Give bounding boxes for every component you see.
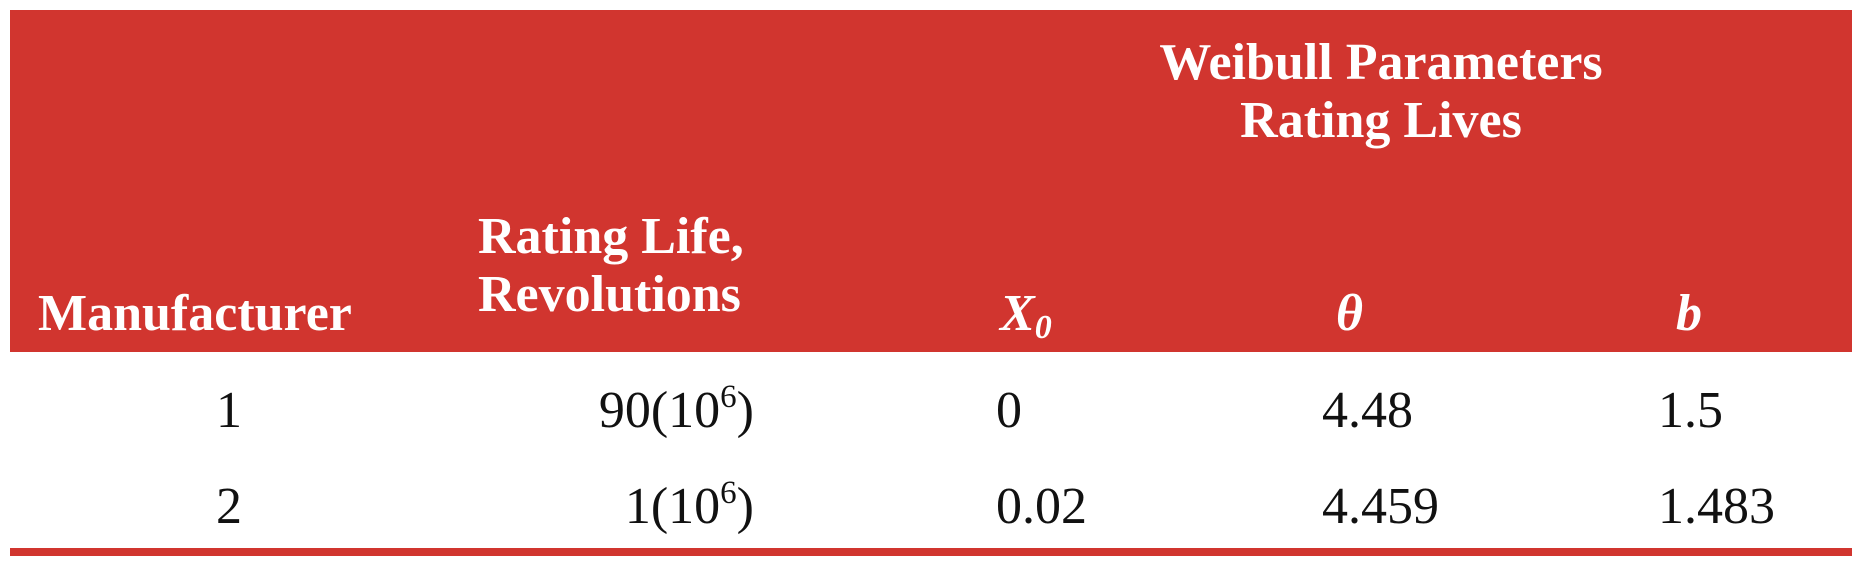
group-header-line-1: Weibull Parameters — [1159, 34, 1603, 91]
rating-life-column-header: Rating Life, Revolutions — [478, 208, 744, 324]
row-2-rating-life-exponent: 6 — [720, 475, 737, 511]
x0-column-header: X0 — [1000, 285, 1052, 346]
rating-life-header-line-1: Rating Life, — [478, 208, 744, 265]
row-1-rating-life-close: ) — [736, 382, 754, 439]
x0-subscript: 0 — [1034, 309, 1052, 346]
row-2-b: 1.483 — [1658, 478, 1775, 535]
row-2-x0: 0.02 — [996, 478, 1087, 535]
row-2-rating-life-close: ) — [736, 478, 754, 535]
table-header-bottom-band — [10, 182, 1852, 352]
row-2-theta: 4.459 — [1322, 478, 1439, 535]
b-column-header: b — [1676, 285, 1702, 342]
weibull-parameters-group-header: Weibull Parameters Rating Lives — [1010, 34, 1752, 150]
row-1-rating-life-exponent: 6 — [720, 379, 737, 415]
row-1-b: 1.5 — [1658, 382, 1723, 439]
group-header-line-2: Rating Lives — [1240, 92, 1522, 149]
row-1-x0: 0 — [996, 382, 1022, 439]
row-2-manufacturer: 2 — [216, 478, 242, 535]
row-2-rating-life-base: 1(10 — [624, 478, 721, 535]
theta-column-header: θ — [1336, 285, 1363, 342]
table-bottom-rule — [10, 548, 1852, 556]
row-1-theta: 4.48 — [1322, 382, 1413, 439]
x0-symbol: X — [1000, 285, 1035, 342]
table-header-top-band — [10, 10, 1852, 182]
row-2-rating-life: 1(106) — [624, 475, 754, 536]
row-1-manufacturer: 1 — [216, 382, 242, 439]
row-1-rating-life-base: 90(10 — [598, 382, 721, 439]
manufacturer-column-header: Manufacturer — [38, 285, 352, 342]
row-1-rating-life: 90(106) — [598, 379, 754, 440]
rating-life-header-line-2: Revolutions — [478, 266, 741, 323]
